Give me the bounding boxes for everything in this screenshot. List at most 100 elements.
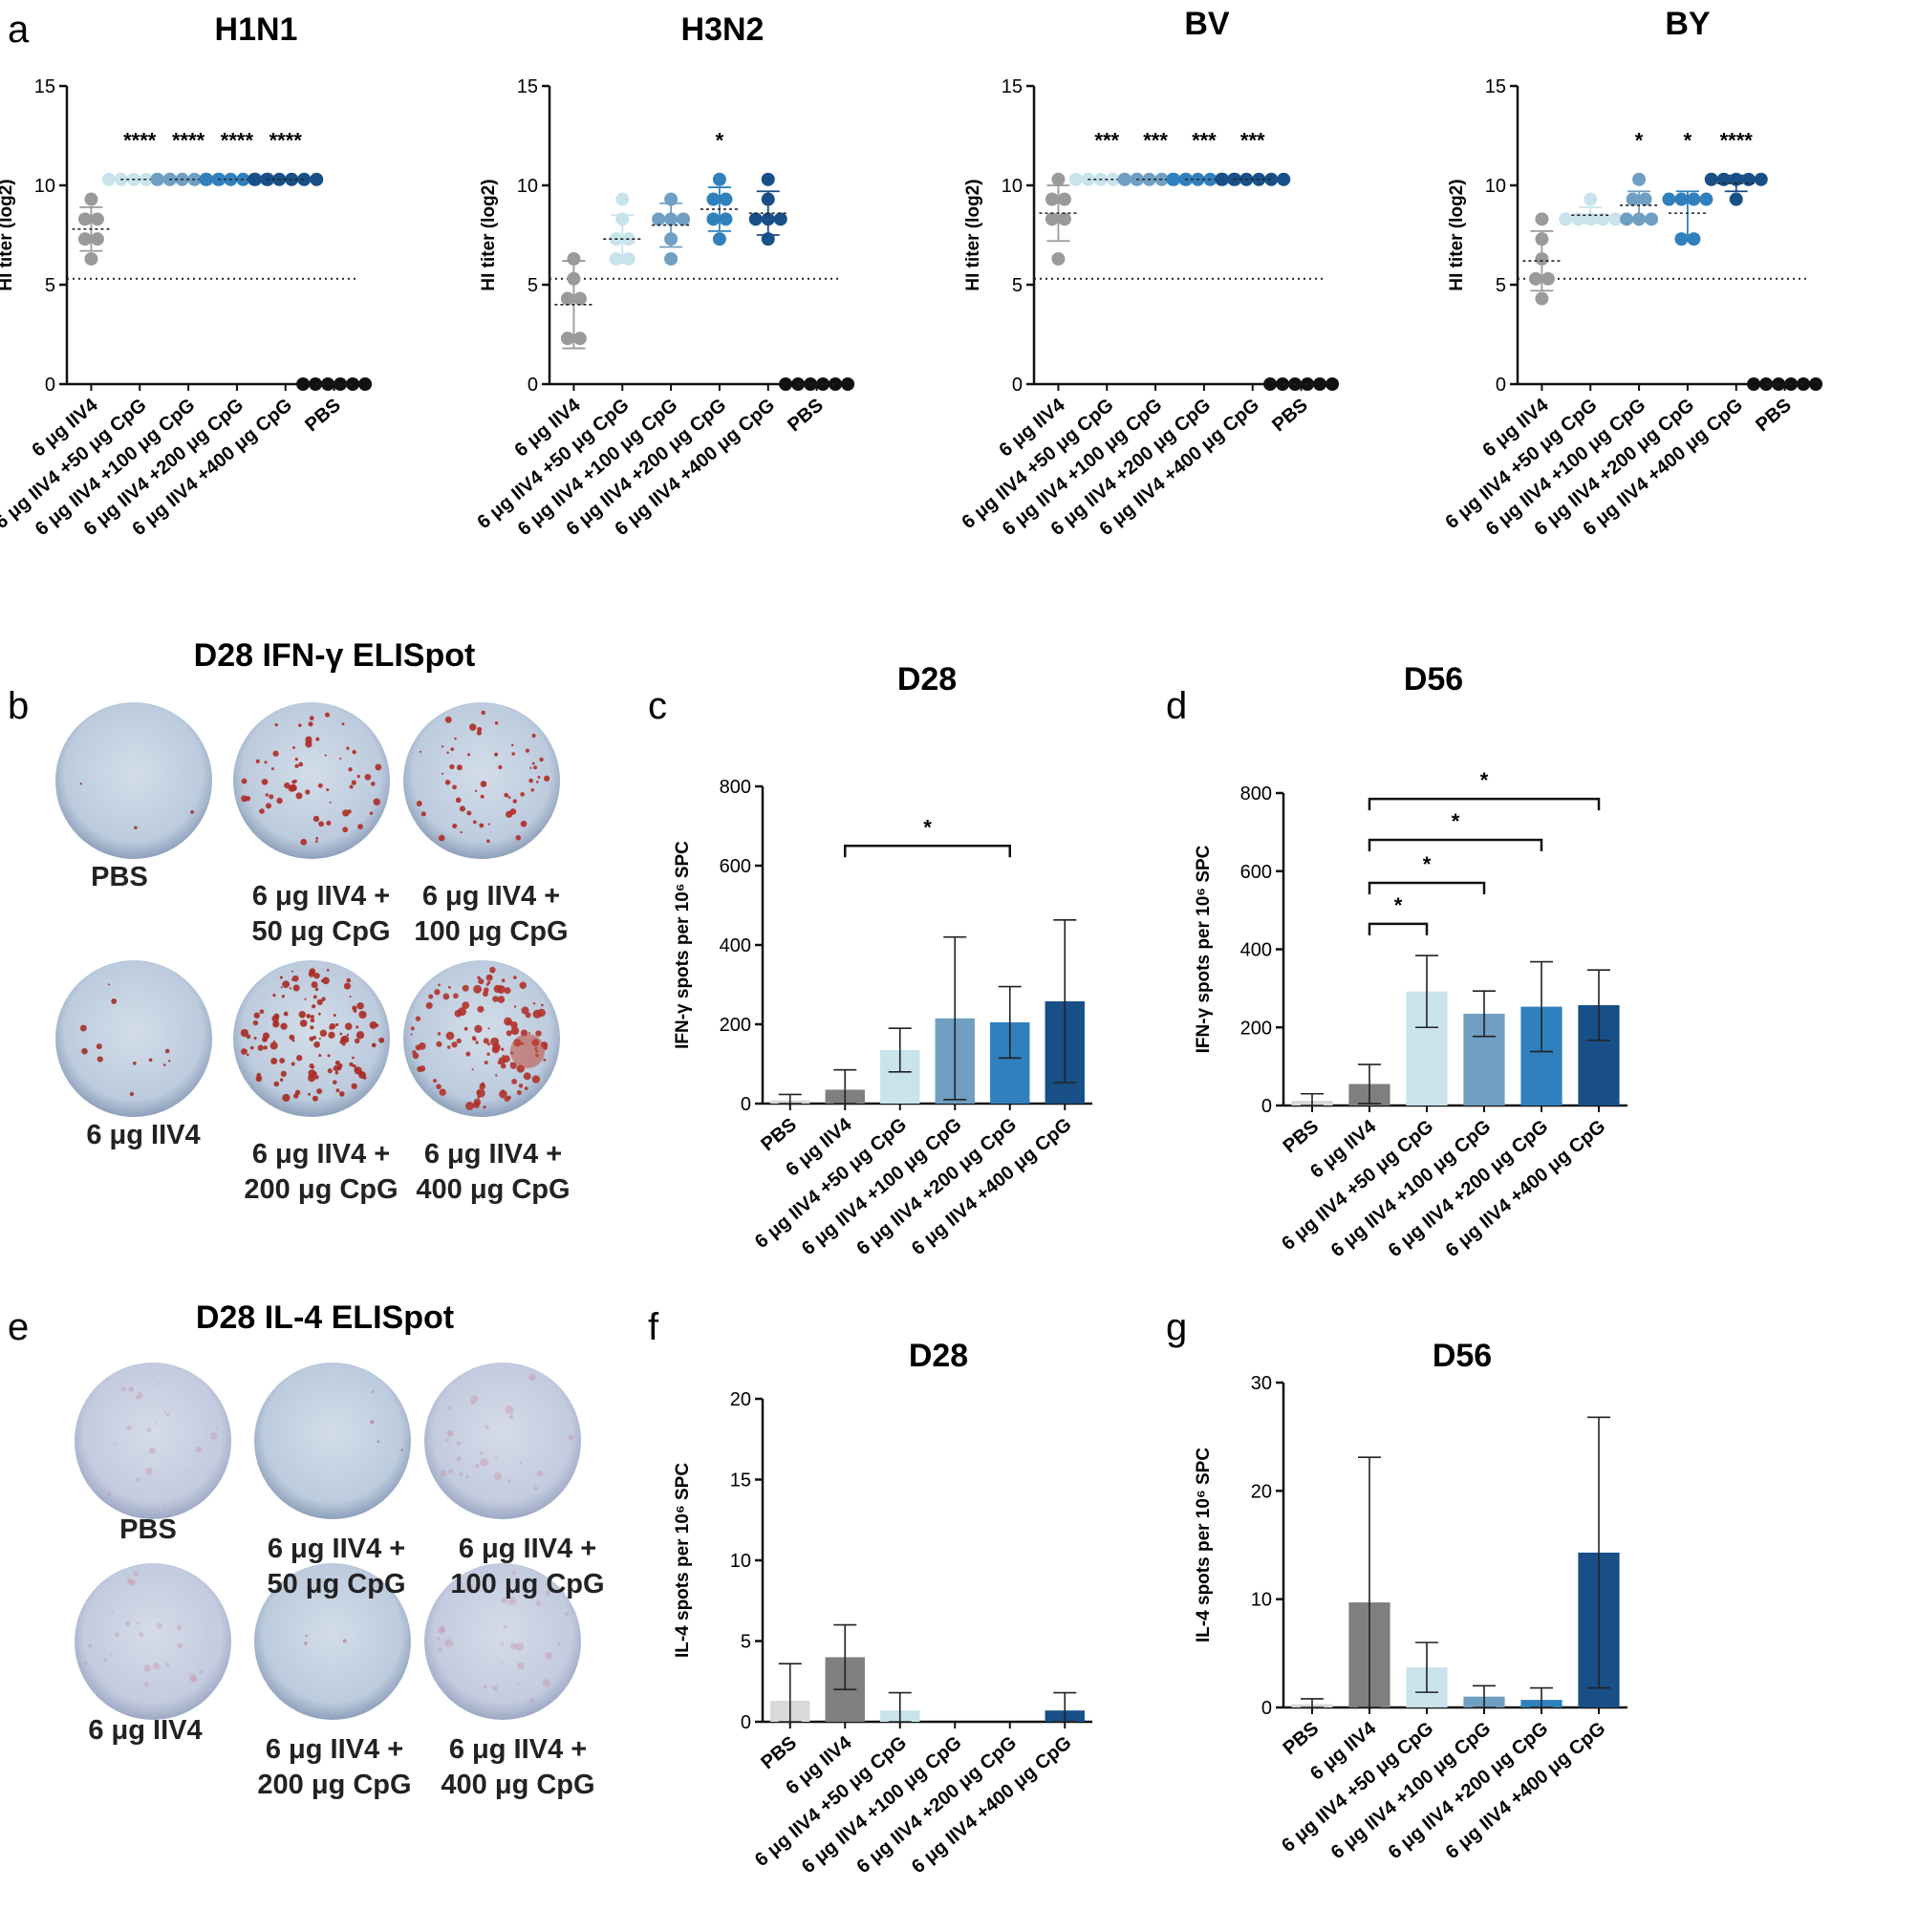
elispot-spot: [265, 803, 271, 809]
elispot-spot: [369, 1020, 377, 1029]
data-point: [1528, 271, 1542, 286]
significance-stars: ****: [172, 128, 205, 152]
elispot-spot: [530, 788, 535, 792]
elispot-spot: [529, 1698, 535, 1703]
elispot-spot: [529, 766, 532, 769]
elispot-spot: [103, 1658, 108, 1663]
x-tick-label: PBS: [757, 1114, 801, 1155]
elispot-spot: [519, 981, 527, 989]
elispot-spot: [333, 1014, 336, 1017]
y-tick-label: 0: [1012, 375, 1023, 396]
y-tick-label: 20: [730, 1389, 751, 1410]
elispot-spot: [455, 797, 462, 804]
elispot-spot: [501, 1663, 504, 1665]
elispot-spot: [531, 733, 536, 739]
panel-label-d: d: [1166, 685, 1187, 727]
well-label-line: 6 μg IIV4: [86, 1120, 200, 1150]
data-point: [150, 172, 164, 186]
elispot-spot: [328, 1031, 335, 1039]
x-tick-label: PBS: [757, 1732, 801, 1773]
elispot-spot: [305, 736, 312, 743]
elispot-spot: [289, 1034, 295, 1041]
elispot-spot: [415, 1016, 421, 1021]
y-tick-label: 15: [1002, 76, 1023, 97]
elispot-spot: [259, 808, 265, 814]
elispot-spot: [272, 1040, 276, 1043]
data-point: [1584, 192, 1598, 206]
elispot-spot: [253, 1037, 257, 1040]
elispot-spot: [312, 995, 317, 999]
significance-bracket: [1368, 922, 1429, 935]
elispot-spot: [97, 1056, 103, 1063]
elispot-spot: [272, 993, 276, 998]
y-tick-label: 20: [1251, 1481, 1272, 1502]
elispot-spot: [209, 1432, 218, 1440]
elispot-spot: [442, 993, 450, 1000]
elispot-spot: [346, 746, 350, 750]
significance-stars: ***: [1192, 128, 1217, 152]
elispot-spot: [167, 1060, 171, 1063]
well-label: 6 μg IIV4 + 100 μg CpG: [414, 881, 568, 947]
elispot-spot: [498, 764, 503, 770]
well-label: 6 μg IIV4 + 100 μg CpG: [450, 1534, 604, 1599]
elispot-spot: [507, 1597, 517, 1605]
elispot-spot: [462, 984, 469, 992]
significance-stars: ****: [123, 128, 157, 152]
elispot-spot: [308, 1092, 312, 1096]
well-label-line: 200 μg CpG: [257, 1770, 411, 1800]
elispot-spot: [352, 1005, 357, 1011]
elispot-spot: [241, 795, 248, 803]
well-label-line: 6 μg IIV4 +: [449, 1734, 587, 1765]
elispot-spot: [305, 1634, 308, 1638]
elispot-spot: [344, 1022, 353, 1031]
elispot-spot: [275, 1020, 279, 1024]
elispot-spot: [351, 1083, 357, 1089]
elispot-spot: [504, 792, 509, 798]
elispot-spot: [270, 1058, 278, 1065]
elispot-spot: [456, 1441, 462, 1446]
elispot-spot: [136, 1477, 140, 1482]
elispot-spot: [162, 1063, 166, 1066]
y-tick-label: 0: [45, 375, 55, 396]
data-point: [572, 291, 587, 306]
elispot-spot: [343, 982, 352, 990]
elispot-spot: [487, 1027, 490, 1030]
elispot-spot: [439, 1088, 446, 1096]
y-tick-label: 5: [1496, 275, 1506, 296]
elispot-spot: [473, 1038, 477, 1041]
significance-stars: ***: [1143, 128, 1168, 152]
x-tick-label: PBS: [1280, 1116, 1324, 1157]
elispot-spot: [506, 1020, 511, 1025]
elispot-spot: [358, 1010, 367, 1020]
elispot-spot: [106, 1492, 112, 1497]
y-axis-label: HI titer (log2): [479, 179, 499, 290]
data-point: [84, 192, 98, 206]
elispot-spot: [329, 1022, 336, 1030]
y-axis-label: IL-4 spots per 10⁶ SPC: [1194, 1448, 1214, 1642]
y-tick-label: 10: [517, 176, 538, 197]
elispot-spot: [436, 1041, 442, 1047]
elispot-spot: [318, 1054, 322, 1058]
elispot-spot: [312, 815, 320, 823]
panel-label-c: c: [648, 685, 667, 727]
elispot-spot: [292, 745, 295, 749]
data-point: [1729, 192, 1743, 206]
elispot-spot: [216, 1427, 219, 1429]
elispot-spot: [515, 1642, 525, 1651]
elispot-spot: [492, 1685, 498, 1691]
elispot-spot: [300, 838, 308, 846]
elispot-spot: [465, 1051, 471, 1057]
elispot-spot: [564, 1611, 570, 1617]
elispot-spot: [474, 1024, 483, 1033]
elispot-spot: [152, 1663, 161, 1670]
elispot-spot: [262, 1032, 270, 1040]
elispot-spot: [314, 987, 319, 992]
elispot-spot: [525, 1012, 531, 1019]
well-label: 6 μg IIV4 + 400 μg CpG: [441, 1734, 594, 1800]
elispot-spot: [375, 763, 382, 771]
elispot-spot: [410, 1026, 415, 1031]
elispot-spot: [511, 743, 514, 747]
elispot-spot: [280, 986, 283, 989]
elispot-spot: [370, 1420, 375, 1425]
